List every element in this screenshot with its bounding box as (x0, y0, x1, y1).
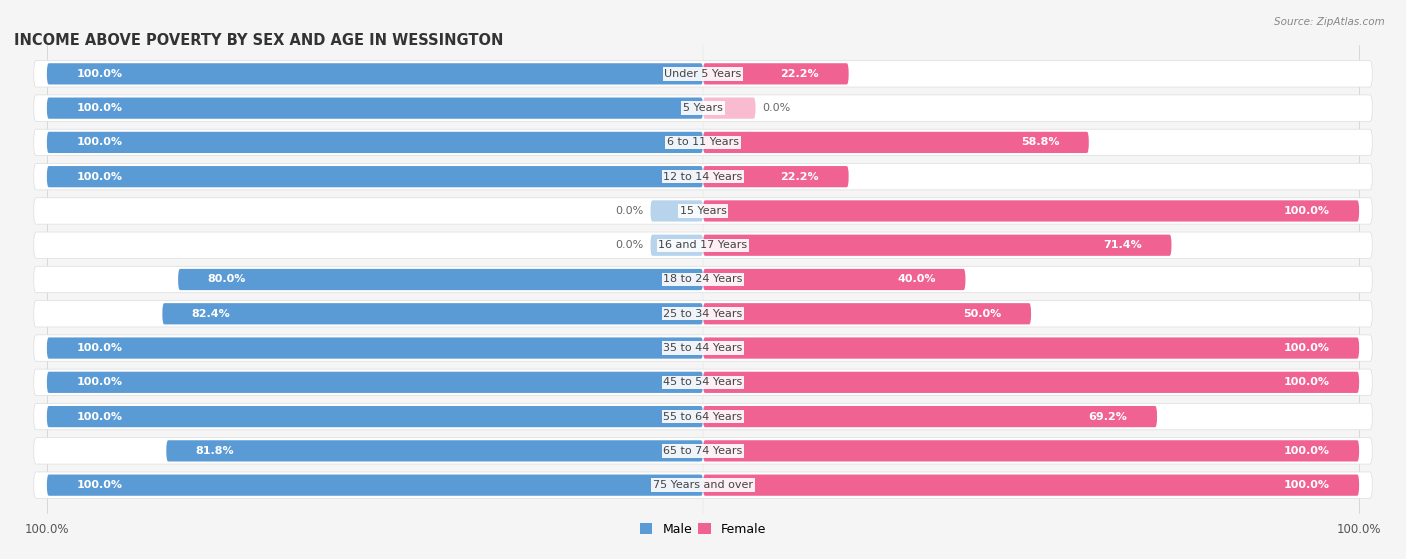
FancyBboxPatch shape (34, 163, 1372, 190)
FancyBboxPatch shape (703, 303, 1031, 324)
FancyBboxPatch shape (46, 63, 703, 84)
Text: 100.0%: 100.0% (1284, 343, 1330, 353)
Text: Under 5 Years: Under 5 Years (665, 69, 741, 79)
Text: 55 to 64 Years: 55 to 64 Years (664, 411, 742, 421)
FancyBboxPatch shape (46, 166, 703, 187)
FancyBboxPatch shape (34, 61, 1372, 87)
Text: 22.2%: 22.2% (780, 172, 820, 182)
Text: INCOME ABOVE POVERTY BY SEX AND AGE IN WESSINGTON: INCOME ABOVE POVERTY BY SEX AND AGE IN W… (14, 33, 503, 48)
Text: 45 to 54 Years: 45 to 54 Years (664, 377, 742, 387)
FancyBboxPatch shape (46, 132, 703, 153)
FancyBboxPatch shape (34, 301, 1372, 327)
Text: 100.0%: 100.0% (76, 172, 122, 182)
FancyBboxPatch shape (703, 406, 1157, 427)
Text: 100.0%: 100.0% (76, 377, 122, 387)
Text: 12 to 14 Years: 12 to 14 Years (664, 172, 742, 182)
FancyBboxPatch shape (34, 95, 1372, 121)
Text: Source: ZipAtlas.com: Source: ZipAtlas.com (1274, 17, 1385, 27)
FancyBboxPatch shape (651, 200, 703, 221)
FancyBboxPatch shape (166, 440, 703, 462)
Legend: Male, Female: Male, Female (636, 518, 770, 541)
FancyBboxPatch shape (34, 266, 1372, 293)
Text: 100.0%: 100.0% (1284, 377, 1330, 387)
Text: 71.4%: 71.4% (1104, 240, 1142, 250)
FancyBboxPatch shape (34, 472, 1372, 498)
FancyBboxPatch shape (46, 372, 703, 393)
Text: 100.0%: 100.0% (76, 411, 122, 421)
Text: 81.8%: 81.8% (195, 446, 235, 456)
FancyBboxPatch shape (34, 335, 1372, 361)
Text: 5 Years: 5 Years (683, 103, 723, 113)
Text: 0.0%: 0.0% (762, 103, 790, 113)
FancyBboxPatch shape (703, 235, 1171, 256)
Text: 22.2%: 22.2% (780, 69, 820, 79)
FancyBboxPatch shape (162, 303, 703, 324)
FancyBboxPatch shape (703, 63, 849, 84)
FancyBboxPatch shape (703, 269, 966, 290)
Text: 40.0%: 40.0% (897, 274, 936, 285)
Text: 58.8%: 58.8% (1021, 138, 1059, 148)
FancyBboxPatch shape (703, 372, 1360, 393)
Text: 18 to 24 Years: 18 to 24 Years (664, 274, 742, 285)
FancyBboxPatch shape (46, 338, 703, 359)
FancyBboxPatch shape (703, 132, 1088, 153)
FancyBboxPatch shape (179, 269, 703, 290)
Text: 100.0%: 100.0% (76, 138, 122, 148)
FancyBboxPatch shape (703, 200, 1360, 221)
FancyBboxPatch shape (46, 97, 703, 119)
Text: 75 Years and over: 75 Years and over (652, 480, 754, 490)
Text: 0.0%: 0.0% (616, 240, 644, 250)
Text: 50.0%: 50.0% (963, 309, 1001, 319)
Text: 35 to 44 Years: 35 to 44 Years (664, 343, 742, 353)
Text: 100.0%: 100.0% (1284, 480, 1330, 490)
FancyBboxPatch shape (46, 406, 703, 427)
FancyBboxPatch shape (651, 235, 703, 256)
Text: 6 to 11 Years: 6 to 11 Years (666, 138, 740, 148)
FancyBboxPatch shape (703, 440, 1360, 462)
FancyBboxPatch shape (703, 338, 1360, 359)
FancyBboxPatch shape (703, 97, 755, 119)
FancyBboxPatch shape (34, 232, 1372, 258)
Text: 100.0%: 100.0% (76, 69, 122, 79)
Text: 69.2%: 69.2% (1088, 411, 1128, 421)
Text: 80.0%: 80.0% (208, 274, 246, 285)
FancyBboxPatch shape (34, 129, 1372, 155)
FancyBboxPatch shape (46, 475, 703, 496)
FancyBboxPatch shape (34, 198, 1372, 224)
Text: 16 and 17 Years: 16 and 17 Years (658, 240, 748, 250)
FancyBboxPatch shape (34, 369, 1372, 396)
Text: 65 to 74 Years: 65 to 74 Years (664, 446, 742, 456)
FancyBboxPatch shape (34, 438, 1372, 464)
FancyBboxPatch shape (703, 475, 1360, 496)
Text: 100.0%: 100.0% (76, 343, 122, 353)
FancyBboxPatch shape (34, 404, 1372, 430)
Text: 100.0%: 100.0% (76, 480, 122, 490)
Text: 82.4%: 82.4% (191, 309, 231, 319)
Text: 100.0%: 100.0% (1284, 206, 1330, 216)
Text: 100.0%: 100.0% (76, 103, 122, 113)
Text: 0.0%: 0.0% (616, 206, 644, 216)
Text: 100.0%: 100.0% (1284, 446, 1330, 456)
Text: 25 to 34 Years: 25 to 34 Years (664, 309, 742, 319)
FancyBboxPatch shape (703, 166, 849, 187)
Text: 15 Years: 15 Years (679, 206, 727, 216)
